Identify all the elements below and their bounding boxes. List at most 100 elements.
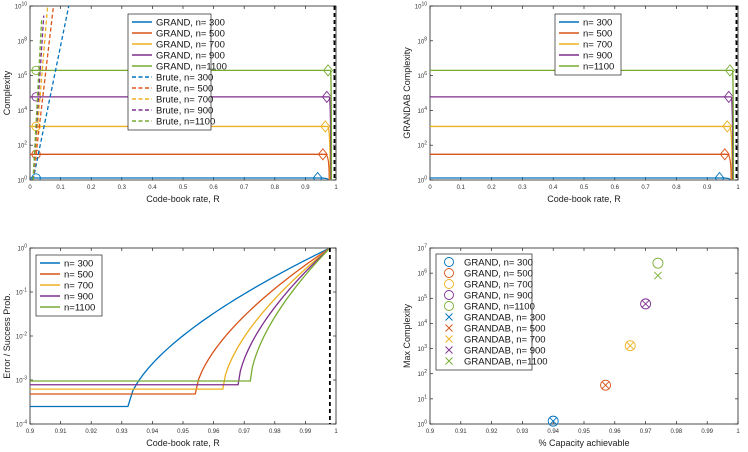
- p4-y-tick-label: 103: [418, 344, 428, 353]
- p4-y-label: Max Complexity: [402, 303, 412, 368]
- p1-end-marker: [321, 90, 332, 104]
- p1-legend-label: Brute, n= 700: [156, 94, 213, 105]
- p1-legend-label: Brute, n=1100: [156, 116, 215, 127]
- p2-x-tick-label: 0.1: [457, 185, 466, 191]
- p4-y-tick-label: 100: [418, 420, 428, 429]
- p2-x-tick-label: 0.6: [611, 185, 620, 191]
- p4-legend-swatch: [445, 313, 453, 321]
- p1-x-tick-label: 0: [28, 185, 32, 191]
- p2-x-tick-label: 0.4: [549, 185, 558, 191]
- p1-y-tick-label: 104: [18, 106, 28, 115]
- p4-y-tick-label: 102: [418, 369, 428, 378]
- p3-series-line: [30, 248, 331, 386]
- p4-legend-label: GRAND, n= 300: [464, 257, 533, 268]
- p3-series-line: [30, 248, 331, 382]
- p3-legend-label: n= 700: [64, 280, 93, 291]
- p1-y-tick-label: 106: [18, 71, 28, 80]
- p3-x-tick-label: 0.97: [238, 429, 250, 435]
- p3-x-tick-label: 1: [334, 429, 338, 435]
- p3-x-tick-label: 0.94: [147, 429, 159, 435]
- p4-y-tick-label: 101: [418, 394, 428, 403]
- p4-legend-swatch: [444, 279, 454, 289]
- p1-x-label: Code-book rate, R: [146, 194, 220, 204]
- p2-legend-label: n= 900: [583, 50, 612, 61]
- p1-x-tick-label: 0.6: [209, 185, 218, 191]
- p4-legend-label: GRANDAB, n= 700: [464, 334, 546, 345]
- p2-y-tick-label: 1010: [415, 2, 427, 11]
- p1-brute-line: [32, 6, 49, 180]
- p3-y-label: Error / Success Prob.: [2, 293, 12, 379]
- p1-x-tick-label: 0.3: [118, 185, 127, 191]
- p4-y-tick-label: 105: [418, 294, 428, 303]
- p3-x-label: Code-book rate, R: [146, 438, 220, 448]
- p1-brute-line: [32, 19, 43, 180]
- p2-series-line: [430, 177, 731, 180]
- p2-x-tick-label: 1: [736, 185, 740, 191]
- p3-y-tick-label: 10-2: [16, 332, 27, 341]
- p2-end-marker: [723, 90, 734, 104]
- p1-start-marker: [31, 92, 41, 102]
- p1-legend-label: Brute, n= 300: [156, 72, 213, 83]
- p4-x-tick-label: 0.96: [609, 429, 621, 435]
- p3-legend-label: n= 500: [64, 269, 93, 280]
- p4-x-tick-label: 0.98: [671, 429, 683, 435]
- p3-x-tick-label: 0.93: [116, 429, 128, 435]
- p4-legend-label: GRANDAB, n=1100: [464, 356, 548, 367]
- p1-start-marker: [31, 173, 41, 180]
- p1-plot-area: [30, 6, 334, 180]
- p1-x-tick-label: 0.8: [271, 185, 280, 191]
- p1-legend-label: GRAND, n= 300: [156, 17, 225, 28]
- p4-scatter-x: [641, 299, 650, 308]
- p4-scatter-x: [654, 271, 662, 280]
- p1-legend-label: GRAND, n= 900: [156, 50, 225, 61]
- p2-series-line: [430, 69, 735, 180]
- p1-legend-label: Brute, n= 500: [156, 83, 213, 94]
- p2-x-tick-label: 0.8: [672, 185, 681, 191]
- p1-start-marker: [31, 65, 41, 76]
- p2-y-tick-label: 102: [418, 141, 428, 150]
- p2-x-tick-label: 0: [428, 185, 432, 191]
- p3-x-tick-label: 0.91: [55, 429, 67, 435]
- p1-x-tick-label: 1: [334, 185, 338, 191]
- p4-scatter-x: [626, 341, 635, 350]
- p3-y-tick-label: 100: [18, 244, 28, 253]
- p3-series-line: [30, 248, 331, 395]
- p1-y-tick-label: 100: [18, 176, 28, 185]
- p2-x-tick-label: 0.9: [703, 185, 712, 191]
- p1-series-line: [30, 153, 330, 180]
- p1-legend-label: GRAND, n=1100: [156, 61, 227, 72]
- p4-legend-swatch: [445, 357, 453, 365]
- p4-y-tick-label: 107: [418, 244, 428, 253]
- p4-scatter-circle: [624, 340, 636, 352]
- p3-legend-label: n= 300: [64, 258, 93, 269]
- p2-x-tick-label: 0.5: [580, 185, 589, 191]
- p2-end-marker: [719, 148, 730, 161]
- p4-legend-label: GRANDAB, n= 500: [464, 323, 546, 334]
- p4-legend-swatch: [445, 324, 453, 332]
- p1-y-tick-label: 108: [18, 36, 28, 45]
- p2-y-tick-label: 108: [418, 36, 428, 45]
- p1-y-tick-label: 1010: [15, 2, 27, 11]
- p1-y-label: Complexity: [2, 70, 12, 115]
- p3-plot-area: [30, 248, 331, 408]
- p1-series-line: [30, 177, 329, 180]
- p4-legend-swatch: [445, 335, 453, 343]
- p4-chart: 0.9 0.91 0.92 0.93 0.94 0.95 0.96 0.97 0.98 0.99 1…: [402, 244, 740, 449]
- p2-y-tick-label: 106: [418, 71, 428, 80]
- p3-x-tick-label: 0.99: [300, 429, 312, 435]
- p3-x-tick-label: 0.92: [85, 429, 97, 435]
- p4-scatter-x: [601, 381, 610, 390]
- p2-series-line: [430, 153, 732, 180]
- p4-legend-label: GRAND, n= 900: [464, 290, 533, 301]
- p3-x-tick-label: 0.96: [208, 429, 220, 435]
- p4-legend-box: [435, 253, 533, 371]
- p2-x-tick-label: 0.2: [487, 185, 496, 191]
- p2-legend-label: n= 700: [583, 39, 612, 50]
- p4-legend-swatch: [444, 301, 454, 311]
- p1-x-tick-label: 0.7: [240, 185, 249, 191]
- p4-x-tick-label: 1: [736, 429, 740, 435]
- p1-x-tick-label: 0.4: [148, 185, 157, 191]
- p4-x-tick-label: 0.93: [517, 429, 529, 435]
- p4-legend-label: GRAND, n=1100: [464, 301, 535, 312]
- p4-legend-swatch: [444, 257, 454, 267]
